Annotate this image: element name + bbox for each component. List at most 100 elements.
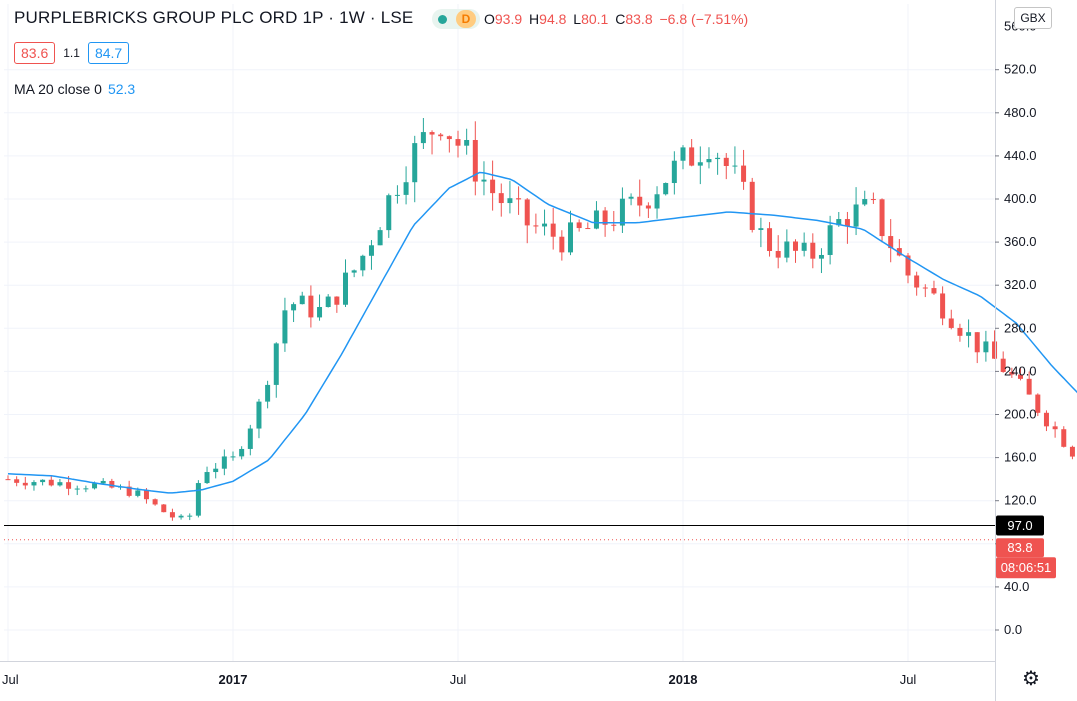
candle-body — [343, 272, 348, 305]
candle-body — [671, 160, 677, 184]
candle-body — [507, 198, 513, 204]
candle-body — [230, 456, 236, 458]
candle-body — [784, 241, 790, 258]
y-tick-label: 200.0 — [1004, 407, 1037, 422]
candle-body — [464, 139, 470, 146]
candle-body — [325, 296, 331, 308]
candle-body — [810, 242, 816, 259]
candle-body — [593, 210, 599, 229]
candle-body — [368, 245, 374, 256]
candle-body — [585, 228, 591, 230]
candle-body — [844, 219, 850, 227]
ma-legend-value: 52.3 — [107, 81, 136, 97]
candle-body — [550, 223, 556, 237]
candle-body — [126, 486, 132, 496]
candle-body — [524, 199, 530, 226]
candle-body — [758, 228, 764, 230]
candle-body — [221, 456, 227, 469]
candle-body — [135, 490, 141, 496]
candle-body — [109, 480, 115, 488]
last-price-badge: 83.8 — [1007, 540, 1032, 555]
ma-legend[interactable]: MA 20 close 0 52.3 — [14, 81, 135, 97]
candle-body — [1035, 394, 1041, 413]
ohlc-readout: O93.9 H94.8 L80.1 C83.8 −6.8 (−7.51%) — [484, 11, 749, 27]
candle-body — [66, 482, 72, 489]
candle-body — [689, 147, 695, 166]
y-tick-label: 480.0 — [1004, 105, 1037, 120]
candle-body — [412, 143, 418, 183]
candle-body — [516, 198, 522, 200]
candle-body — [377, 230, 383, 246]
candle-body — [403, 182, 409, 195]
candle-body — [767, 228, 773, 252]
candle-body — [187, 515, 193, 517]
candle-body — [5, 479, 11, 481]
y-tick-label: 280.0 — [1004, 320, 1037, 335]
countdown-bg — [996, 557, 1056, 579]
candle-body — [801, 242, 807, 251]
sell-price-button[interactable]: 83.6 — [14, 42, 56, 64]
candle-body — [308, 295, 314, 318]
candle-body — [862, 199, 868, 205]
symbol-title[interactable]: PURPLEBRICKS GROUP PLC ORD 1P · 1W · LSE — [14, 8, 414, 27]
candle-body — [888, 236, 894, 249]
candle-body — [48, 479, 54, 486]
candle-body — [247, 428, 253, 449]
candle-body — [723, 157, 729, 167]
y-tick-label: 520.0 — [1004, 62, 1037, 77]
candle-body — [645, 205, 651, 209]
candle-body — [334, 296, 340, 305]
y-tick-label: 400.0 — [1004, 191, 1037, 206]
candle-body — [628, 196, 634, 199]
candle-body — [57, 482, 63, 486]
candle-body — [654, 194, 660, 209]
bid-ask-row: 83.6 1.1 84.7 — [14, 40, 130, 66]
candle-body — [429, 132, 435, 135]
horizontal-line[interactable] — [4, 524, 995, 541]
candle-body — [697, 162, 703, 166]
axes — [0, 0, 996, 701]
candle-body — [204, 472, 210, 484]
candle-body — [386, 195, 392, 231]
y-tick-label: 40.0 — [1004, 579, 1029, 594]
market-open-dot-icon — [438, 15, 447, 24]
candle-body — [533, 225, 539, 227]
candle-body — [879, 199, 885, 237]
candle-body — [213, 468, 219, 473]
candle-body — [100, 480, 106, 484]
candle-body — [983, 341, 989, 353]
candle-body — [256, 401, 262, 429]
grid-lines — [4, 4, 994, 661]
y-tick-label: 240.0 — [1004, 363, 1037, 378]
currency-label[interactable]: GBX — [1014, 7, 1052, 29]
candle-body — [438, 134, 444, 137]
candle-body — [14, 479, 20, 483]
candle-body — [568, 222, 573, 253]
candle-body — [455, 139, 461, 146]
candle-body — [732, 165, 738, 167]
candle-body — [793, 241, 798, 251]
buy-price-button[interactable]: 84.7 — [87, 42, 130, 64]
candle-body — [317, 307, 323, 318]
candle-body — [749, 181, 755, 230]
candle-body — [637, 196, 643, 206]
data-delay-badge[interactable]: D — [456, 10, 476, 28]
candle-body — [74, 488, 80, 490]
candle-body — [992, 341, 998, 359]
candle-body — [836, 219, 842, 226]
settings-gear-icon[interactable]: ⚙ — [1022, 668, 1040, 690]
change-value: −6.8 (−7.51%) — [659, 11, 749, 27]
candle-body — [948, 318, 954, 328]
y-tick-label: 160.0 — [1004, 450, 1037, 465]
market-status[interactable]: D — [432, 9, 480, 29]
candle-body — [195, 483, 201, 516]
candle-body — [31, 482, 37, 486]
candle-body — [542, 223, 548, 227]
candle-body — [143, 490, 149, 500]
y-tick-label: 440.0 — [1004, 148, 1037, 163]
candle-body — [178, 515, 184, 518]
candle-body — [914, 275, 920, 288]
candle-body — [299, 295, 305, 305]
y-axis-labels: 0.040.080.0120.0160.0200.0240.0280.0320.… — [995, 19, 1037, 637]
